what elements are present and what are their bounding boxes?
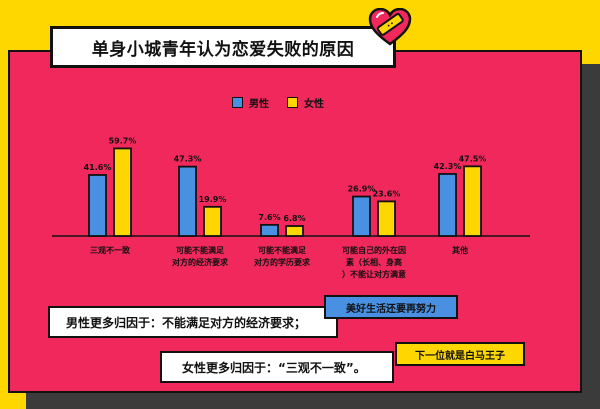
data-label-male-3: 26.9% [348, 185, 376, 194]
male-conclusion-box: 男性更多归因于：不能满足对方的经济要求； [48, 306, 338, 338]
data-label-male-4: 42.3% [434, 162, 462, 171]
legend-swatch-female [287, 97, 298, 108]
bar-female-3 [377, 200, 396, 237]
data-label-male-2: 7.6% [258, 213, 280, 222]
bar-male-2 [260, 223, 279, 237]
legend-label-male: 男性 [249, 99, 269, 110]
legend-label-female: 女性 [304, 99, 324, 110]
category-label-3-0: 可能自己的外在因 [342, 245, 406, 255]
data-label-female-1: 19.9% [199, 195, 227, 204]
male-conclusion-text: 男性更多归因于：不能满足对方的经济要求； [66, 315, 307, 330]
female-conclusion-text: 女性更多归因于：“三观不一致”。 [182, 360, 366, 375]
chart-legend: 男性 女性 [232, 95, 324, 110]
legend-swatch-male [232, 97, 243, 108]
bar-male-0 [88, 174, 107, 237]
data-label-female-0: 59.7% [109, 136, 137, 145]
yellow-sticker: 下一位就是白马王子 [395, 342, 525, 366]
category-label-3-1: 素（长相、身高 [346, 257, 402, 267]
bar-female-2 [285, 225, 304, 237]
bar-male-4 [438, 173, 457, 237]
yellow-sticker-text: 下一位就是白马王子 [415, 350, 505, 362]
data-label-female-2: 6.8% [283, 214, 305, 223]
heart-bandage-icon [368, 8, 412, 46]
blue-sticker-text: 美好生活还要再努力 [346, 303, 436, 315]
category-label-1-0: 可能不能满足 [176, 245, 225, 255]
data-label-male-1: 47.3% [174, 155, 202, 164]
category-label-4-0: 其他 [452, 245, 468, 255]
bar-male-1 [178, 165, 197, 237]
female-conclusion-box: 女性更多归因于：“三观不一致”。 [160, 351, 394, 383]
bar-male-3 [352, 195, 371, 237]
category-label-0-0: 三观不一致 [90, 245, 131, 255]
bar-female-0 [113, 147, 132, 237]
legend-item-female: 女性 [287, 95, 324, 110]
category-label-3-2: ）不能让对方满意 [342, 269, 406, 279]
data-label-female-4: 47.5% [459, 154, 487, 163]
data-label-female-3: 23.6% [373, 189, 401, 198]
bar-female-1 [203, 205, 222, 237]
data-label-male-0: 41.6% [84, 163, 112, 172]
bar-female-4 [463, 165, 482, 237]
chart-title: 单身小城青年认为恋爱失败的原因 [50, 26, 396, 68]
category-label-1-1: 对方的经济要求 [172, 257, 229, 267]
category-label-2-1: 对方的学历要求 [254, 257, 311, 267]
legend-item-male: 男性 [232, 95, 269, 110]
category-label-2-0: 可能不能满足 [258, 245, 307, 255]
blue-sticker: 美好生活还要再努力 [324, 295, 458, 319]
